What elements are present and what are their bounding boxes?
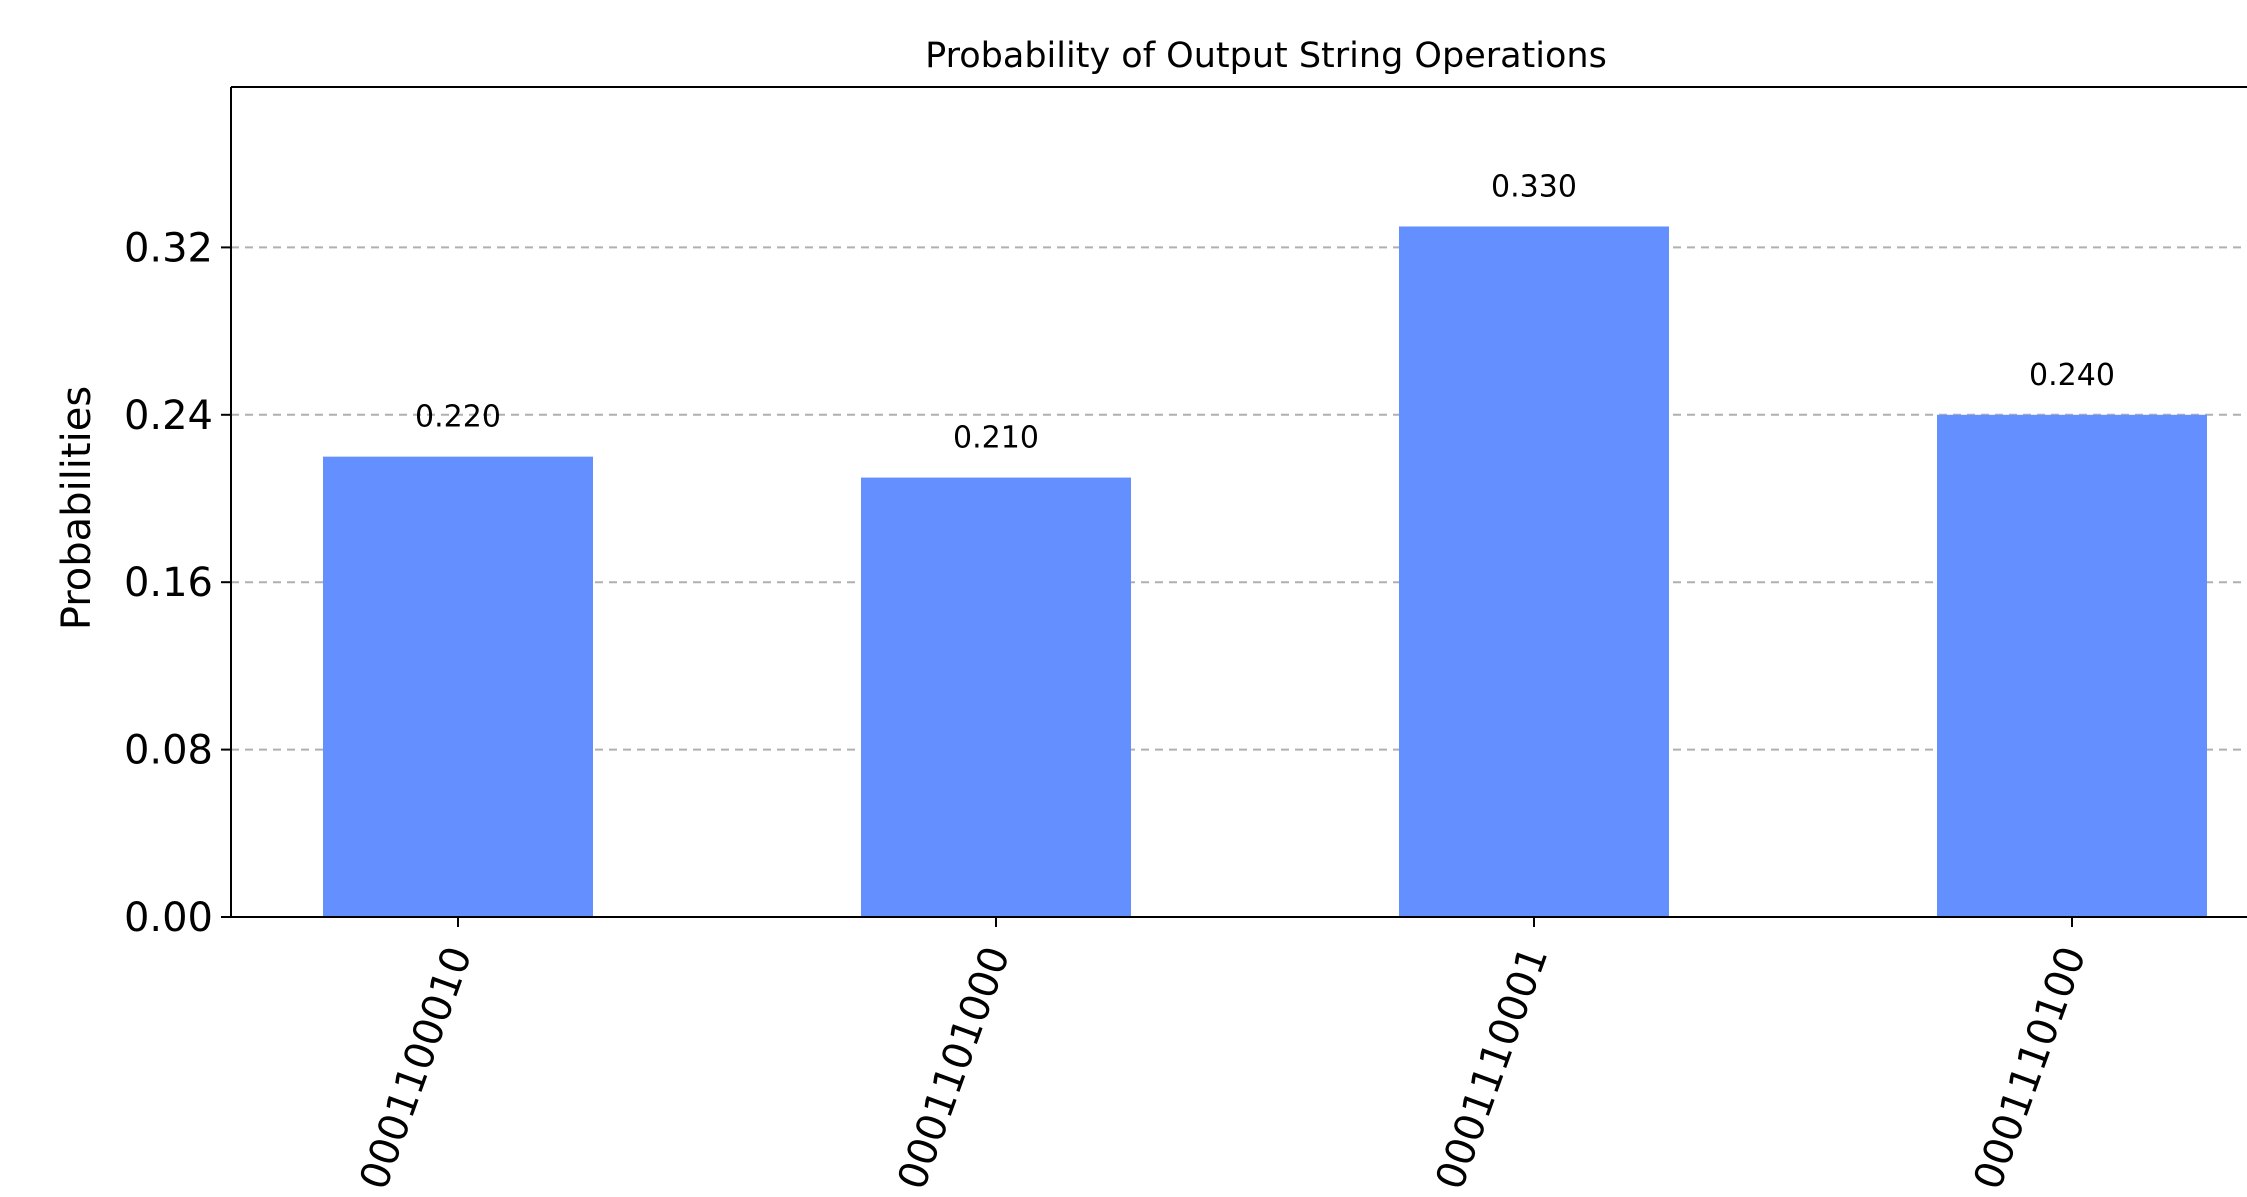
- bars: [323, 226, 2207, 918]
- bar-value-label: 0.240: [2029, 358, 2115, 393]
- axes-frame: [230, 86, 2247, 918]
- y-tick-label: 0.32: [124, 225, 213, 271]
- bar-value-label: 0.210: [953, 421, 1039, 456]
- chart-title: Probability of Output String Operations: [925, 36, 1607, 76]
- y-tick-label: 0.16: [124, 560, 213, 606]
- bar: [323, 456, 593, 917]
- y-tick-label: 0.24: [124, 393, 213, 439]
- y-tick-label: 0.08: [124, 728, 213, 774]
- y-axis-label: Probabilities: [54, 386, 100, 630]
- bar-value-label: 0.330: [1491, 169, 1577, 204]
- y-tick-label: 0.00: [124, 895, 213, 941]
- bar-value-labels: 0.220 0.210 0.330 0.240: [415, 169, 2115, 455]
- bar: [861, 477, 1131, 917]
- bar-value-label: 0.220: [415, 400, 501, 435]
- bar: [1399, 226, 1669, 918]
- bar: [1937, 414, 2207, 917]
- y-axis-ticks: 0.00 0.08 0.16 0.24 0.32: [124, 225, 231, 941]
